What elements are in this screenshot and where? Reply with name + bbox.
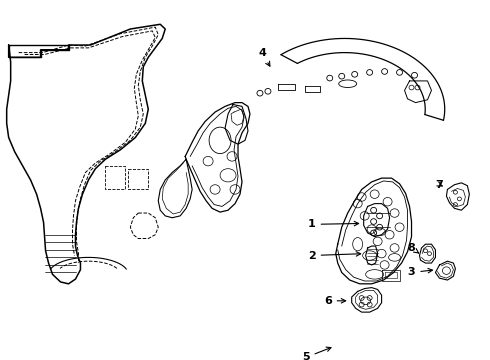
Text: 4: 4 <box>258 48 270 66</box>
Text: 3: 3 <box>408 267 433 278</box>
Text: 7: 7 <box>436 180 443 190</box>
Text: 2: 2 <box>308 251 361 261</box>
Text: 5: 5 <box>302 347 331 360</box>
Text: 1: 1 <box>308 219 359 229</box>
Text: 6: 6 <box>324 296 345 306</box>
Text: 8: 8 <box>408 243 418 253</box>
